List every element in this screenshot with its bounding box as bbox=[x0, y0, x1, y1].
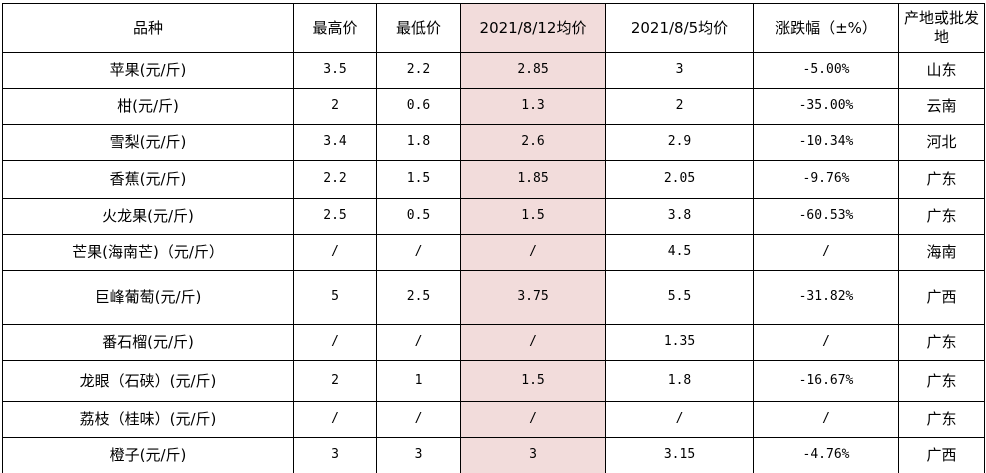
cell-change: -35.00% bbox=[753, 88, 899, 125]
cell-avg05: 3.8 bbox=[605, 198, 754, 235]
cell-high: 3.5 bbox=[293, 52, 377, 89]
cell-high: 2.5 bbox=[293, 198, 377, 235]
cell-high: / bbox=[293, 234, 377, 271]
cell-change: -4.76% bbox=[753, 437, 899, 473]
cell-avg12: 3.75 bbox=[460, 270, 606, 325]
column-header-change: 涨跌幅（±%） bbox=[753, 3, 899, 53]
cell-change: -5.00% bbox=[753, 52, 899, 89]
table-row: 柑(元/斤) 2 0.6 1.3 2 -35.00% 云南 bbox=[2, 88, 985, 125]
cell-low: 3 bbox=[376, 437, 461, 473]
cell-change: -9.76% bbox=[753, 160, 899, 199]
cell-name: 芒果(海南芒)（元/斤） bbox=[2, 234, 294, 271]
table-row: 橙子(元/斤) 3 3 3 3.15 -4.76% 广西 bbox=[2, 437, 985, 473]
table-row: 龙眼（石硖）(元/斤) 2 1 1.5 1.8 -16.67% 广东 bbox=[2, 360, 985, 402]
cell-avg12: 3 bbox=[460, 437, 606, 473]
cell-origin: 山东 bbox=[898, 52, 985, 89]
column-header-high: 最高价 bbox=[293, 3, 377, 53]
cell-change: / bbox=[753, 324, 899, 361]
cell-avg12: 1.3 bbox=[460, 88, 606, 125]
cell-change: / bbox=[753, 234, 899, 271]
cell-origin: 广东 bbox=[898, 324, 985, 361]
cell-name: 苹果(元/斤) bbox=[2, 52, 294, 89]
cell-change: -60.53% bbox=[753, 198, 899, 235]
cell-name: 火龙果(元/斤) bbox=[2, 198, 294, 235]
cell-avg12: 2.85 bbox=[460, 52, 606, 89]
cell-high: 3.4 bbox=[293, 124, 377, 161]
cell-origin: 广西 bbox=[898, 437, 985, 473]
table-row: 芒果(海南芒)（元/斤） / //4.5/海南 bbox=[2, 234, 985, 271]
cell-avg05: 4.5 bbox=[605, 234, 754, 271]
cell-avg12: / bbox=[460, 401, 606, 438]
cell-low: 2.2 bbox=[376, 52, 461, 89]
cell-name: 橙子(元/斤) bbox=[2, 437, 294, 473]
cell-low: 0.6 bbox=[376, 88, 461, 125]
cell-origin: 广东 bbox=[898, 160, 985, 199]
table-row: 雪梨(元/斤) 3.4 1.8 2.6 2.9 -10.34% 河北 bbox=[2, 124, 985, 161]
cell-avg12: 1.5 bbox=[460, 198, 606, 235]
cell-high: 2 bbox=[293, 88, 377, 125]
cell-high: 2.2 bbox=[293, 160, 377, 199]
cell-low: / bbox=[376, 234, 461, 271]
cell-origin: 广西 bbox=[898, 270, 985, 325]
column-header-name: 品种 bbox=[2, 3, 294, 53]
cell-avg05: 2.9 bbox=[605, 124, 754, 161]
cell-origin: 云南 bbox=[898, 88, 985, 125]
column-header-avg05: 2021/8/5均价 bbox=[605, 3, 754, 53]
cell-avg05: 1.35 bbox=[605, 324, 754, 361]
cell-avg05: 1.8 bbox=[605, 360, 754, 402]
cell-avg05: 3 bbox=[605, 52, 754, 89]
cell-name: 雪梨(元/斤) bbox=[2, 124, 294, 161]
table-body: 苹果(元/斤) 3.5 2.2 2.85 3 -5.00% 山东 柑(元/斤) 2 0.6 1.3 2… bbox=[2, 52, 985, 473]
cell-high: 5 bbox=[293, 270, 377, 325]
cell-avg12: / bbox=[460, 234, 606, 271]
cell-high: 3 bbox=[293, 437, 377, 473]
cell-low: 1 bbox=[376, 360, 461, 402]
cell-low: 1.8 bbox=[376, 124, 461, 161]
cell-origin: 广东 bbox=[898, 360, 985, 402]
cell-name: 荔枝（桂味）(元/斤) bbox=[2, 401, 294, 438]
cell-avg12: / bbox=[460, 324, 606, 361]
cell-avg12: 1.85 bbox=[460, 160, 606, 199]
cell-origin: 广东 bbox=[898, 401, 985, 438]
cell-low: 1.5 bbox=[376, 160, 461, 199]
table-row: 火龙果(元/斤) 2.5 0.5 1.5 3.8 -60.53% 广东 bbox=[2, 198, 985, 235]
cell-name: 柑(元/斤) bbox=[2, 88, 294, 125]
cell-name: 龙眼（石硖）(元/斤) bbox=[2, 360, 294, 402]
cell-low: / bbox=[376, 401, 461, 438]
cell-avg05: 5.5 bbox=[605, 270, 754, 325]
column-header-low: 最低价 bbox=[376, 3, 461, 53]
table-row: 荔枝（桂味）(元/斤) / / / / / 广东 bbox=[2, 401, 985, 438]
cell-avg12: 2.6 bbox=[460, 124, 606, 161]
cell-origin: 广东 bbox=[898, 198, 985, 235]
column-header-avg12: 2021/8/12均价 bbox=[460, 3, 606, 53]
cell-change: -31.82% bbox=[753, 270, 899, 325]
cell-high: / bbox=[293, 401, 377, 438]
cell-name: 香蕉(元/斤) bbox=[2, 160, 294, 199]
cell-change: / bbox=[753, 401, 899, 438]
cell-change: -10.34% bbox=[753, 124, 899, 161]
cell-low: 2.5 bbox=[376, 270, 461, 325]
cell-avg05: 2 bbox=[605, 88, 754, 125]
header-row: 品种 最高价 最低价 2021/8/12均价 2021/8/5均价 涨跌幅（±%） 产地或批… bbox=[2, 3, 985, 53]
cell-avg05: 3.15 bbox=[605, 437, 754, 473]
table-row: 苹果(元/斤) 3.5 2.2 2.85 3 -5.00% 山东 bbox=[2, 52, 985, 89]
cell-avg05: 2.05 bbox=[605, 160, 754, 199]
table-row: 巨峰葡萄(元/斤) 5 2.5 3.75 5.5 -31.82% 广西 bbox=[2, 270, 985, 325]
table-row: 香蕉(元/斤) 2.2 1.5 1.85 2.05 -9.76% 广东 bbox=[2, 160, 985, 199]
cell-avg12: 1.5 bbox=[460, 360, 606, 402]
cell-low: 0.5 bbox=[376, 198, 461, 235]
cell-high: 2 bbox=[293, 360, 377, 402]
cell-low: / bbox=[376, 324, 461, 361]
cell-name: 巨峰葡萄(元/斤) bbox=[2, 270, 294, 325]
table-row: 番石榴(元/斤) / //1.35/广东 bbox=[2, 324, 985, 361]
cell-high: / bbox=[293, 324, 377, 361]
column-header-origin: 产地或批发地 bbox=[898, 3, 985, 53]
cell-change: -16.67% bbox=[753, 360, 899, 402]
cell-avg05: / bbox=[605, 401, 754, 438]
cell-origin: 河北 bbox=[898, 124, 985, 161]
cell-origin: 海南 bbox=[898, 234, 985, 271]
fruit-price-table: 品种 最高价 最低价 2021/8/12均价 2021/8/5均价 涨跌幅（±%） 产地或批… bbox=[2, 3, 985, 473]
cell-name: 番石榴(元/斤) bbox=[2, 324, 294, 361]
